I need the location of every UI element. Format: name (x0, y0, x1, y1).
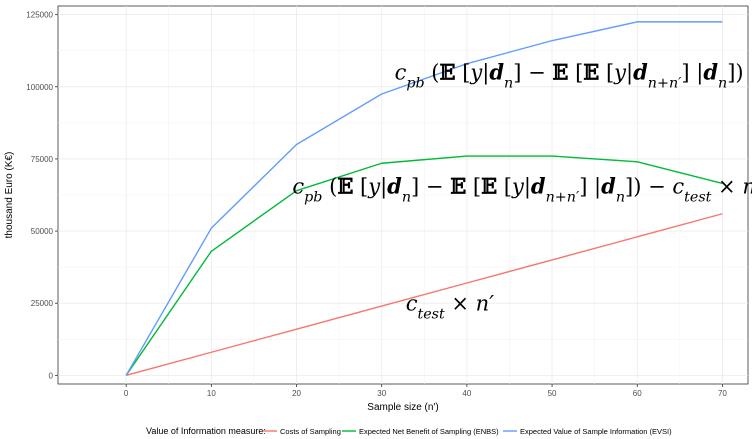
y-tick-label: 75000 (31, 155, 54, 164)
tick-layer: 0 10 20 30 40 50 60 70 0 25000 50000 75000 100000 125… (26, 11, 727, 398)
legend: Value of Information measure: Costs of S… (146, 426, 672, 436)
x-tick-label: 30 (377, 389, 386, 398)
y-tick-label: 50000 (31, 227, 54, 236)
legend-title: Value of Information measure: (146, 426, 266, 436)
legend-label-2: Expected Net Benefit of Sampling (ENBS) (359, 427, 499, 436)
legend-label-1: Costs of Sampling (280, 427, 341, 436)
evsi-formula-annotation: cpb (𝔼 [y|dn] − 𝔼 [𝔼 [y|dn+n′] |dn]) (395, 60, 744, 92)
series-line-3 (125, 21, 723, 376)
series-line-2 (125, 155, 723, 376)
series-line-1 (125, 213, 723, 377)
x-tick-label: 0 (124, 389, 129, 398)
formula-text: cpb (𝔼 [y|dn] − 𝔼 [𝔼 [y|dn+n′] |dn]) − c… (292, 174, 752, 206)
x-tick-label: 20 (292, 389, 301, 398)
y-tick-label: 125000 (26, 11, 53, 20)
series-layer (125, 21, 723, 377)
y-tick-label: 25000 (31, 299, 54, 308)
cost-formula-annotation: ctest × n′ (406, 291, 494, 322)
x-tick-label: 10 (207, 389, 216, 398)
formula-text: ctest × n′ (406, 291, 494, 322)
x-tick-label: 50 (548, 389, 557, 398)
formula-text: cpb (𝔼 [y|dn] − 𝔼 [𝔼 [y|dn+n′] |dn]) (395, 60, 744, 92)
x-tick-label: 60 (633, 389, 642, 398)
enbs-formula-annotation: cpb (𝔼 [y|dn] − 𝔼 [𝔼 [y|dn+n′] |dn]) − c… (292, 174, 752, 206)
x-tick-label: 70 (718, 389, 727, 398)
x-axis-title: Sample size (n') (367, 402, 438, 413)
y-axis-title: thousand Euro (K€) (4, 152, 15, 239)
x-tick-label: 40 (462, 389, 471, 398)
legend-label-3: Expected Value of Sample Information (EV… (520, 427, 672, 436)
y-tick-label: 100000 (26, 83, 53, 92)
y-tick-label: 0 (49, 371, 54, 380)
